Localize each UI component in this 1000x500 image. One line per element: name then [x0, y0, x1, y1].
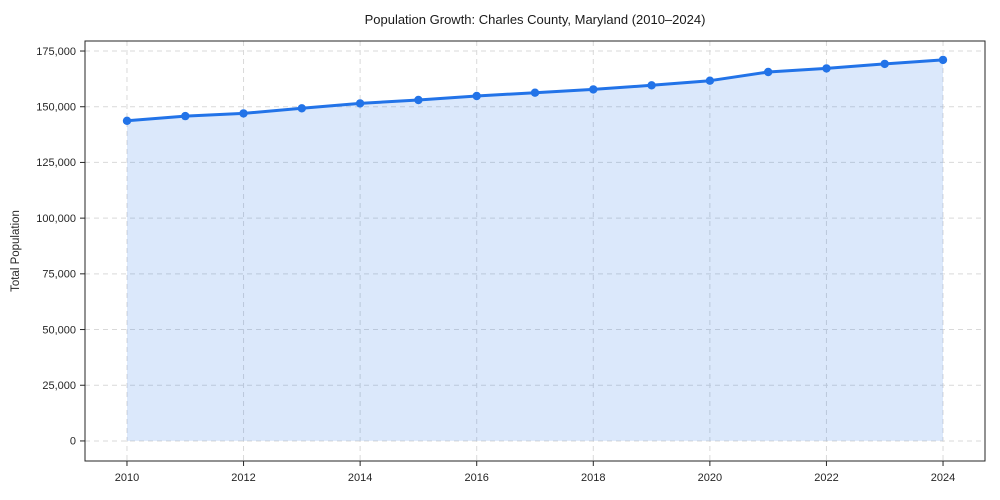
- y-tick-label: 100,000: [36, 213, 76, 225]
- series-area: [127, 59, 943, 441]
- data-point-2023: [880, 59, 889, 69]
- x-tick-label: 2018: [581, 472, 605, 484]
- x-tick-label: 2022: [814, 472, 838, 484]
- data-point-2011: [181, 111, 190, 121]
- data-point-2016: [472, 91, 481, 101]
- x-tick-label: 2016: [464, 472, 488, 484]
- data-point-2010: [122, 116, 132, 126]
- y-tick-label: 150,000: [36, 102, 76, 114]
- x-tick-label: 2012: [231, 472, 255, 484]
- data-point-2018: [589, 85, 598, 94]
- data-point-2017: [530, 88, 540, 97]
- x-tick-label: 2010: [115, 472, 139, 484]
- data-point-2022: [822, 64, 831, 73]
- data-point-2014: [355, 99, 365, 108]
- data-point-2019: [647, 81, 656, 90]
- y-tick-label: 125,000: [36, 157, 76, 169]
- plot-border: [84, 40, 986, 462]
- data-point-2013: [297, 104, 306, 113]
- y-tick-label: 50,000: [42, 324, 76, 336]
- data-point-2015: [414, 95, 423, 105]
- data-point-2021: [764, 67, 773, 77]
- y-tick-label: 75,000: [42, 269, 76, 281]
- data-point-2024: [938, 55, 948, 65]
- x-tick-label: 2024: [931, 472, 955, 484]
- data-point-2012: [239, 109, 248, 118]
- y-tick-label: 175,000: [36, 46, 76, 58]
- y-tick-label: 25,000: [42, 380, 76, 392]
- chart-title: Population Growth: Charles County, Maryl…: [364, 12, 706, 27]
- x-tick-label: 2014: [348, 472, 372, 484]
- y-tick-label: 0: [70, 436, 76, 448]
- data-point-2020: [705, 76, 715, 85]
- x-tick-label: 2020: [698, 472, 722, 484]
